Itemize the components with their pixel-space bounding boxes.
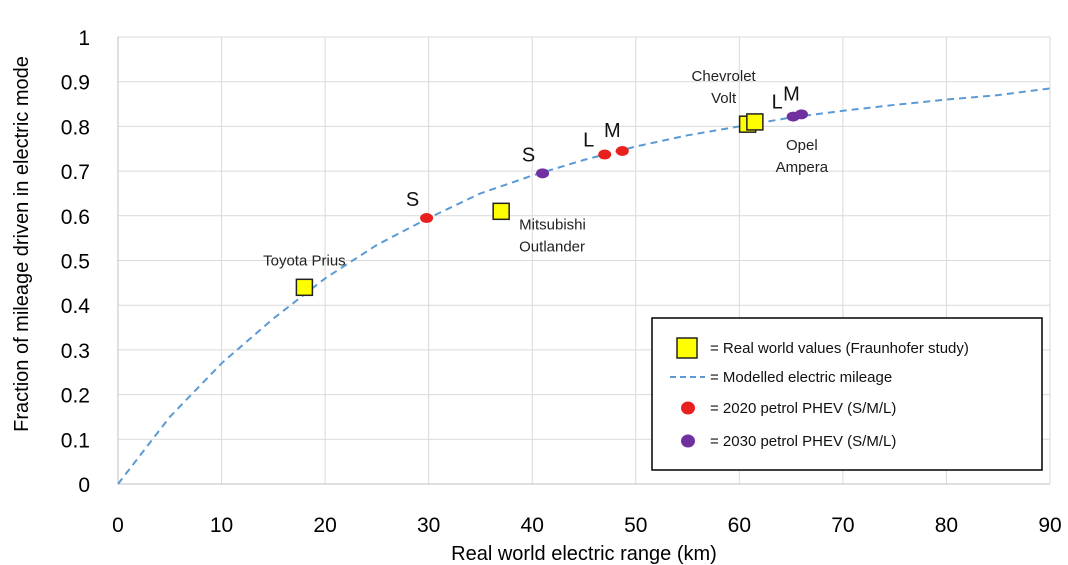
y-tick-labels: 0 0.1 0.2 0.3 0.4 0.5 0.6 0.7 0.8 0.9 1 — [61, 27, 91, 497]
x-tick-label: 30 — [417, 514, 440, 537]
point-label: Ampera — [776, 159, 829, 176]
point-label: Toyota Prius — [263, 252, 346, 269]
real-world-point — [746, 113, 764, 131]
y-tick-label: 0.9 — [61, 72, 90, 95]
phev-2020-point — [420, 213, 434, 224]
data-points — [295, 109, 808, 297]
x-tick-label: 0 — [112, 514, 124, 537]
y-tick-label: 0.6 — [61, 206, 90, 229]
point-label: Mitsubishi — [519, 216, 586, 233]
point-label: Volt — [711, 90, 737, 107]
real-world-point — [492, 202, 510, 221]
x-tick-label: 10 — [210, 514, 233, 537]
phev-2030-point — [786, 111, 800, 122]
legend-label: = Modelled electric mileage — [710, 369, 892, 386]
x-tick-label: 60 — [728, 514, 751, 537]
size-label: M — [604, 120, 621, 142]
x-tick-label: 90 — [1038, 514, 1061, 537]
phev-2030-point — [536, 168, 550, 179]
y-tick-label: 1 — [78, 27, 90, 50]
real-world-point — [295, 278, 314, 297]
y-tick-label: 0.8 — [61, 116, 90, 139]
point-label: Opel — [786, 137, 818, 154]
y-tick-label: 0.1 — [61, 429, 90, 452]
y-tick-label: 0.4 — [61, 295, 91, 318]
y-axis-title: Fraction of mileage driven in electric m… — [11, 56, 33, 432]
x-tick-label: 40 — [521, 514, 544, 537]
legend-square-marker — [676, 337, 698, 359]
legend-purple-circle-marker — [681, 434, 695, 448]
legend-label: = 2020 petrol PHEV (S/M/L) — [710, 400, 896, 417]
x-tick-label: 20 — [313, 514, 336, 537]
axes — [117, 37, 1050, 485]
legend-label: = 2030 petrol PHEV (S/M/L) — [710, 433, 896, 450]
x-tick-label: 80 — [935, 514, 958, 537]
x-tick-labels: 0 10 20 30 40 50 60 70 80 90 — [112, 514, 1062, 537]
legend-box — [651, 317, 1043, 471]
size-label: L — [583, 130, 594, 152]
x-axis-title: Real world electric range (km) — [451, 543, 717, 565]
y-tick-label: 0 — [78, 474, 90, 497]
size-label: M — [783, 83, 800, 105]
point-label: Chevrolet — [692, 68, 757, 85]
y-tick-label: 0.7 — [61, 161, 90, 184]
legend-label: = Real world values (Fraunhofer study) — [710, 340, 969, 357]
size-label: S — [406, 189, 419, 211]
x-tick-label: 70 — [831, 514, 854, 537]
legend-red-circle-marker — [681, 401, 695, 415]
phev-2020-point — [615, 145, 629, 156]
phev-2020-point — [598, 149, 612, 160]
point-annotations: Toyota Prius Mitsubishi Outlander Chevrolet… — [263, 68, 829, 269]
y-tick-label: 0.3 — [61, 340, 90, 363]
size-label: S — [522, 144, 535, 166]
y-tick-label: 0.5 — [61, 251, 90, 274]
size-label: L — [772, 92, 783, 114]
x-tick-label: 50 — [624, 514, 647, 537]
point-label: Outlander — [519, 238, 585, 255]
modelled-electric-mileage-line — [117, 87, 1051, 485]
legend: = Real world values (Fraunhofer study) = … — [651, 317, 1043, 471]
y-tick-label: 0.2 — [61, 385, 90, 408]
